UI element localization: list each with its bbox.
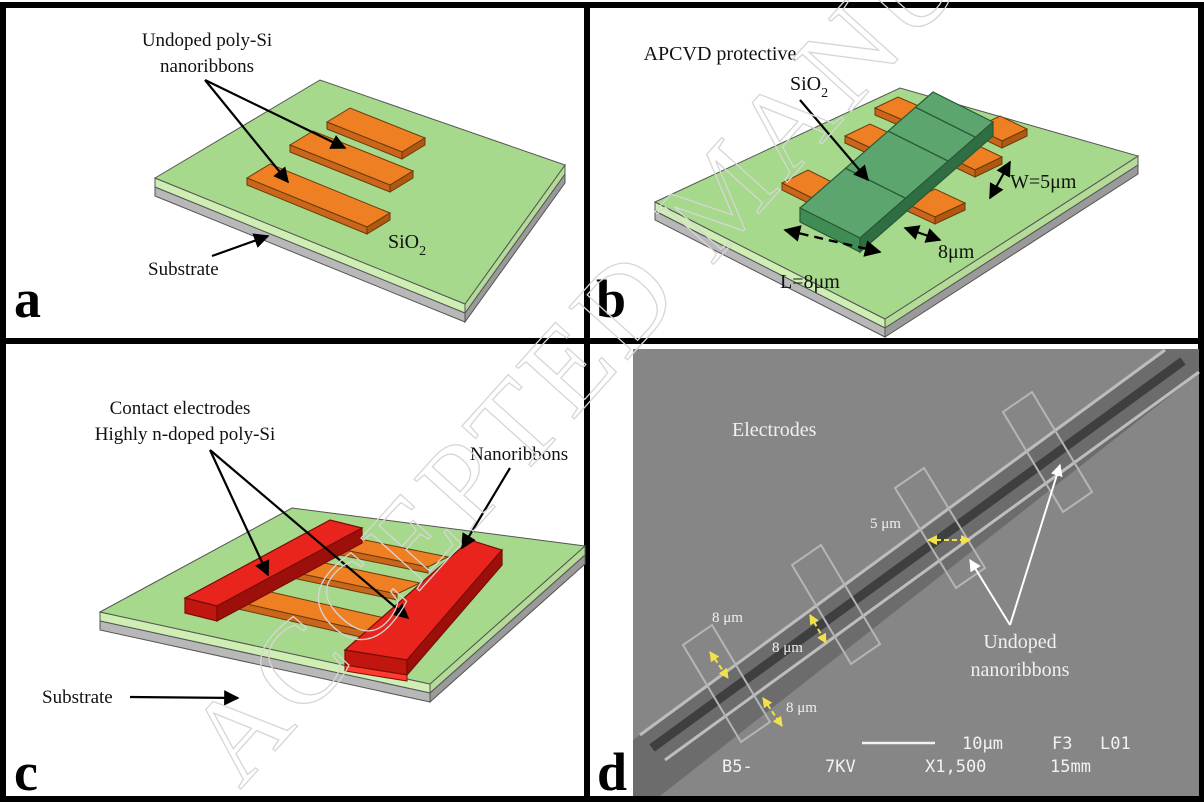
nanoribbons-arrow bbox=[969, 558, 1011, 626]
sem-scale-text: 10μm bbox=[962, 734, 1003, 754]
width-label: W=5μm bbox=[1010, 171, 1077, 193]
length-dimension-arrow bbox=[783, 225, 882, 257]
sem-working-distance: 15mm bbox=[1050, 757, 1091, 777]
callout-line-2: nanoribbons bbox=[160, 56, 254, 77]
callout-arrow bbox=[204, 79, 347, 149]
nanoribbons-label-1: Undoped bbox=[983, 631, 1056, 653]
callout-line-2: Highly n-doped poly-Si bbox=[95, 424, 276, 445]
callout-line-1: Undoped poly-Si bbox=[142, 30, 272, 51]
oxide-top-surface bbox=[153, 79, 566, 305]
callout-arrow bbox=[204, 79, 289, 184]
sem-kv: 7KV bbox=[825, 757, 856, 777]
sem-code-1: F3 bbox=[1052, 734, 1072, 754]
panel-letter: d bbox=[597, 742, 627, 802]
substrate-label: Substrate bbox=[148, 259, 219, 280]
panel-letter: b bbox=[596, 269, 626, 329]
protective-oxide-seam bbox=[914, 106, 976, 138]
substrate-label: Substrate bbox=[42, 687, 113, 708]
nanoribbon bbox=[288, 130, 415, 193]
protective-oxide-seam bbox=[887, 130, 949, 162]
callout-line-2: SiO2 bbox=[790, 73, 828, 101]
callout-line-1: APCVD protective bbox=[644, 43, 797, 65]
length-label: L=8μm bbox=[780, 271, 840, 293]
nanoribbons-arrow bbox=[1009, 463, 1063, 626]
nanoribbons-arrow bbox=[461, 467, 511, 550]
callout-arrow bbox=[799, 99, 869, 182]
width-dimension-arrow bbox=[989, 160, 1011, 200]
callout-arrow bbox=[209, 449, 410, 619]
substrate-side-face bbox=[429, 553, 586, 704]
panel-b: APCVD protective SiO2 W=5μm 8μm L=8μm b bbox=[596, 43, 1140, 338]
gap-label: 8μm bbox=[938, 241, 975, 263]
nanoribbons-label: Nanoribbons bbox=[470, 444, 568, 465]
width-label: 5 μm bbox=[870, 516, 901, 532]
sem-dimension-arrow bbox=[809, 614, 827, 644]
panel-d: Electrodes 5 μm 8 μm 8 μm 8 μm Undoped n… bbox=[597, 348, 1200, 802]
panel-a: Undoped poly-Si nanoribbons SiO2 Substra… bbox=[14, 30, 566, 329]
substrate-arrow bbox=[129, 690, 240, 706]
sem-code-2: L01 bbox=[1100, 734, 1131, 754]
sem-dimension-arrow bbox=[762, 697, 783, 727]
sem-magnification: X1,500 bbox=[925, 757, 986, 777]
sem-id: B5- bbox=[722, 757, 753, 777]
callout-line-1: Contact electrodes bbox=[110, 398, 251, 419]
substrate-side-face bbox=[884, 164, 1139, 338]
panel-c: Contact electrodes Highly n-doped poly-S… bbox=[14, 398, 587, 802]
panel-letter: c bbox=[14, 742, 38, 802]
dimension-label: 8 μm bbox=[772, 640, 803, 656]
sem-dimension-arrow bbox=[709, 651, 729, 679]
sem-channel bbox=[633, 349, 1199, 796]
oxide-label: SiO2 bbox=[388, 231, 426, 259]
panel-letter: a bbox=[14, 269, 41, 329]
contact-electrode bbox=[343, 539, 504, 682]
dimension-label: 8 μm bbox=[786, 700, 817, 716]
nanoribbons-label-2: nanoribbons bbox=[971, 659, 1070, 681]
callout-arrow bbox=[209, 449, 270, 577]
sem-trench bbox=[649, 357, 1186, 752]
substrate-arrow bbox=[211, 233, 270, 258]
electrodes-label: Electrodes bbox=[732, 419, 817, 441]
nanoribbon bbox=[325, 107, 427, 160]
dimension-label: 8 μm bbox=[712, 610, 743, 626]
gap-dimension-arrow bbox=[903, 225, 942, 243]
